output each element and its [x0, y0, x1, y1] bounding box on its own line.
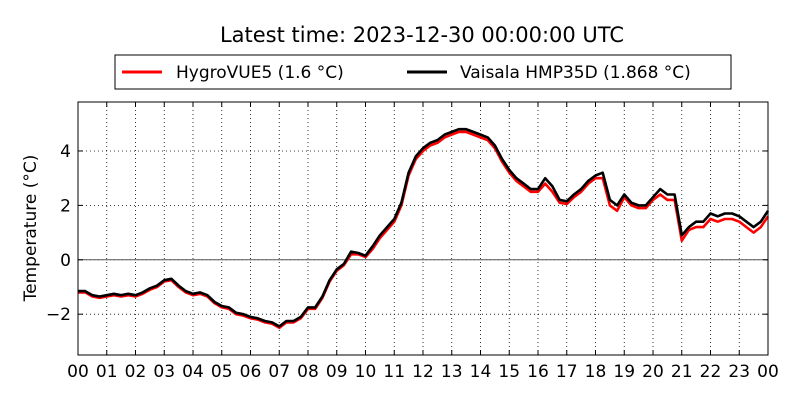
x-tick-label: 23: [728, 362, 750, 382]
x-tick-label: 03: [153, 362, 175, 382]
series-line-vaisala: [78, 127, 770, 328]
x-tick-label: 00: [757, 362, 779, 382]
plot-frame: [77, 101, 769, 356]
x-tick-label: 17: [556, 362, 578, 382]
x-tick-label: 06: [240, 362, 262, 382]
x-tick-label: 11: [383, 362, 405, 382]
series-lines: [78, 127, 770, 330]
x-tick-label: 07: [268, 362, 290, 382]
x-tick-label: 21: [671, 362, 693, 382]
x-tick-label: 10: [355, 362, 377, 382]
x-tick-label: 20: [642, 362, 664, 382]
x-tick-label: 02: [125, 362, 147, 382]
x-tick-label: 18: [585, 362, 607, 382]
series-line-hygrovue: [78, 130, 770, 330]
x-tick-label: 00: [67, 362, 89, 382]
x-tick-label: 04: [182, 362, 204, 382]
y-axis-label: Temperature (°C): [21, 155, 41, 303]
legend: HygroVUE5 (1.6 °C) Vaisala HMP35D (1.868…: [114, 54, 732, 90]
x-tick-label: 12: [412, 362, 434, 382]
y-tick-label: 2: [60, 196, 71, 216]
x-tick-label: 15: [498, 362, 520, 382]
legend-label-hygrovue: HygroVUE5 (1.6 °C): [176, 63, 344, 83]
x-tick-label: 14: [470, 362, 492, 382]
x-tick-label: 22: [700, 362, 722, 382]
y-tick-label: 4: [60, 142, 71, 162]
x-tick-label: 05: [211, 362, 233, 382]
x-tick-label: 08: [297, 362, 319, 382]
ticks: 00 01 02 03 04 05 06 07 08 09 10 11 12 13 14 15 16 17 18 19…: [46, 102, 779, 382]
legend-label-vaisala: Vaisala HMP35D (1.868 °C): [460, 63, 691, 83]
chart-title: Latest time: 2023-12-30 00:00:00 UTC: [220, 23, 624, 47]
x-tick-label: 16: [527, 362, 549, 382]
grid: [78, 102, 768, 355]
x-tick-label: 09: [326, 362, 348, 382]
x-tick-label: 19: [613, 362, 635, 382]
y-tick-label: 0: [60, 251, 71, 271]
x-tick-label: 13: [441, 362, 463, 382]
x-tick-label: 01: [96, 362, 118, 382]
y-tick-label: −2: [46, 305, 71, 325]
